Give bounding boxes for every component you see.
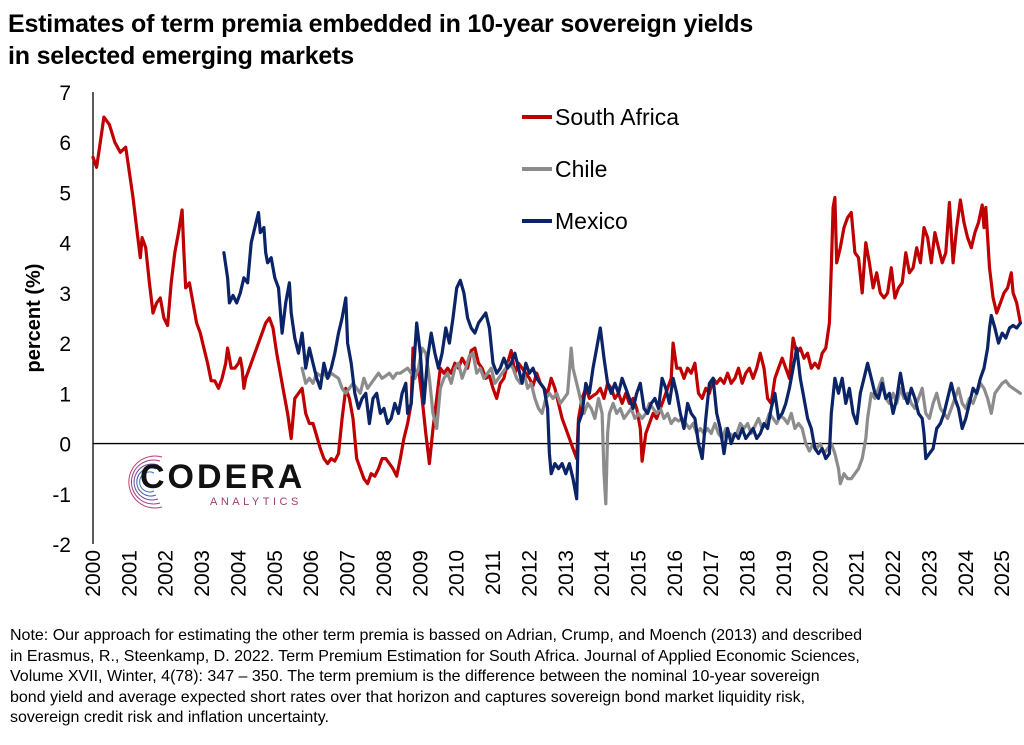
codera-logo: CODERA ANALYTICS <box>122 447 322 517</box>
y-tick-label: 6 <box>59 132 71 155</box>
x-tick-label: 2014 <box>591 550 614 597</box>
series-line-south-africa <box>91 115 1022 486</box>
legend-label-south-africa: South Africa <box>555 104 679 130</box>
note-line: Note: Our approach for estimating the ot… <box>10 627 863 644</box>
x-tick-label: 2001 <box>118 550 141 597</box>
series-line-mexico <box>222 210 1022 501</box>
x-tick-label: 2016 <box>664 550 687 597</box>
chart-axes: -2 -1 0 1 2 3 4 5 6 7 2000 2001 2002 2003 2004 2005 2006… <box>23 82 1024 597</box>
x-tick-label: 2024 <box>955 550 978 597</box>
x-tick-label: 2025 <box>991 550 1014 597</box>
chart-title: Estimates of term premia embedded in 10-… <box>8 8 1008 72</box>
x-tick-label: 2017 <box>700 550 723 597</box>
legend-label-mexico: Mexico <box>555 208 628 234</box>
y-tick-label: 4 <box>59 233 71 256</box>
logo-swirl-icon <box>128 455 163 509</box>
x-tick-label: 2021 <box>846 550 869 597</box>
x-tick-label: 2003 <box>191 550 214 597</box>
x-tick-label: 2019 <box>773 550 796 597</box>
x-tick-label: 2010 <box>446 550 469 597</box>
chart-title-line-2: in selected emerging markets <box>8 42 354 70</box>
y-tick-label: 2 <box>59 333 71 356</box>
x-tick-label: 2012 <box>518 550 541 597</box>
x-tick-label: 2005 <box>264 550 287 597</box>
chart-series <box>91 115 1022 506</box>
x-tick-label: 2022 <box>882 550 905 597</box>
y-tick-label: 3 <box>59 283 71 306</box>
y-tick-label: 5 <box>59 182 71 205</box>
x-tick-label: 2008 <box>373 550 396 597</box>
x-tick-label: 2013 <box>555 550 578 597</box>
x-tick-label: 2000 <box>82 550 105 597</box>
y-tick-label: -2 <box>52 534 71 557</box>
legend-label-chile: Chile <box>555 156 607 182</box>
y-tick-label: 1 <box>59 383 71 406</box>
y-tick-label: -1 <box>52 484 71 507</box>
note-line: in Erasmus, R., Steenkamp, D. 2022. Term… <box>10 647 860 665</box>
chart-note: Note: Our approach for estimating the ot… <box>10 626 1018 729</box>
x-tick-label: 2007 <box>337 550 360 597</box>
series-line-chile <box>300 346 1022 506</box>
x-tick-label: 2023 <box>918 550 941 597</box>
x-tick-label: 2006 <box>300 550 323 597</box>
x-tick-label: 2015 <box>628 550 651 597</box>
y-tick-label: 0 <box>59 434 71 457</box>
y-tick-label: 7 <box>59 82 71 105</box>
x-tick-label: 2009 <box>409 550 432 597</box>
line-chart: -2 -1 0 1 2 3 4 5 6 7 2000 2001 2002 2003 2004 2005 2006… <box>23 82 1024 597</box>
x-tick-label: 2020 <box>809 550 832 597</box>
x-tick-label: 2002 <box>155 550 178 597</box>
x-tick-label: 2018 <box>737 550 760 597</box>
logo-subtitle: ANALYTICS <box>210 496 302 508</box>
y-axis-label: percent (%) <box>23 264 45 373</box>
chart-title-line-1: Estimates of term premia embedded in 10-… <box>8 10 754 38</box>
chart-legend: South Africa Chile Mexico <box>522 104 679 234</box>
note-line: bond yield and average expected short ra… <box>10 688 806 706</box>
x-tick-label: 2004 <box>227 550 250 597</box>
note-line: Volume XVII, Winter, 4(78): 347 – 350. T… <box>10 668 820 685</box>
note-line: sovereign credit risk and inflation unce… <box>10 709 329 726</box>
x-tick-label: 2011 <box>482 550 505 595</box>
logo-wordmark: CODERA <box>140 458 306 496</box>
